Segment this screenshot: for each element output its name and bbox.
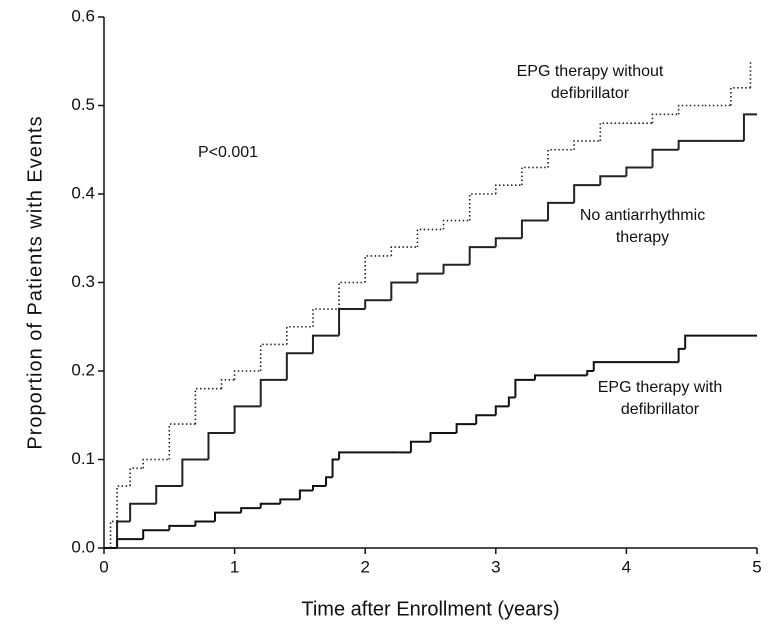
step-segment (677, 347, 686, 363)
step-segment (311, 485, 327, 491)
step-segment (142, 458, 170, 469)
step-segment (259, 378, 287, 407)
step-segment (207, 431, 235, 460)
step-segment (507, 396, 516, 407)
step-segment (325, 476, 333, 487)
step-segment (592, 361, 673, 371)
step-segment (742, 113, 757, 141)
y-tick-label: 0.6 (71, 6, 95, 25)
y-tick-label: 0.4 (71, 183, 95, 202)
step-segment (364, 299, 392, 310)
step-segment (514, 378, 535, 398)
step-segment (233, 370, 261, 380)
series-label: No antiarrhythmic therapy (579, 207, 706, 246)
x-tick-label: 1 (230, 557, 239, 576)
step-segment (416, 228, 444, 248)
step-segment (129, 467, 144, 487)
step-segment (442, 219, 470, 230)
series-label: EPG therapy without defibrillator (516, 63, 664, 102)
step-segment (109, 520, 118, 548)
step-segment (285, 352, 313, 380)
step-segment (677, 104, 705, 115)
x-tick-label: 4 (622, 557, 631, 576)
step-segment (547, 201, 575, 221)
step-segment (129, 502, 157, 522)
step-segment (599, 122, 627, 141)
y-tick-label: 0.1 (71, 449, 95, 468)
step-segment (116, 485, 131, 522)
step-segment (494, 405, 509, 416)
step-segment (586, 370, 594, 376)
step-segment (142, 529, 170, 540)
step-segment (442, 263, 470, 274)
step-segment (331, 458, 340, 478)
step-segment (547, 148, 575, 168)
step-segment (116, 538, 144, 548)
step-segment (311, 334, 340, 354)
step-segment (455, 423, 477, 433)
step-segment (155, 485, 183, 504)
step-segment (233, 405, 261, 433)
x-tick-label: 5 (752, 557, 761, 576)
x-tick-label: 2 (360, 557, 369, 576)
step-segment (220, 379, 235, 389)
step-segment (495, 184, 522, 194)
step-segment (194, 520, 216, 526)
step-segment (338, 451, 398, 460)
step-segment (259, 502, 281, 509)
step-segment (730, 87, 751, 106)
step-segment (520, 219, 549, 239)
step-segment (475, 414, 496, 425)
step-segment (684, 334, 757, 349)
step-segment (168, 524, 196, 531)
step-segment (521, 166, 549, 186)
step-segment (390, 281, 418, 301)
step-segment (298, 489, 313, 500)
step-segment (259, 343, 287, 371)
step-segment (338, 308, 366, 336)
step-segment (429, 431, 457, 442)
step-segment (194, 387, 222, 425)
step-segment (240, 507, 261, 513)
step-segment (494, 237, 522, 248)
step-segment (286, 325, 313, 345)
step-segment (468, 246, 496, 265)
step-segment (625, 166, 653, 177)
y-tick-label: 0.5 (71, 95, 95, 114)
x-axis-label: Time after Enrollment (years) (301, 598, 559, 620)
step-segment (116, 520, 131, 548)
annotation: P<0.001 (198, 144, 259, 161)
y-axis-label: Proportion of Patients with Events (24, 115, 46, 449)
step-segment (390, 246, 418, 256)
step-segment (279, 498, 300, 504)
x-tick-label: 3 (491, 557, 500, 576)
y-tick-label: 0.0 (71, 537, 95, 556)
step-segment (312, 308, 340, 327)
step-segment (677, 139, 718, 150)
step-segment (364, 255, 392, 283)
step-segment (468, 193, 496, 221)
step-segment (409, 440, 431, 453)
step-segment (168, 423, 196, 460)
step-segment (573, 140, 601, 150)
y-tick-label: 0.2 (71, 360, 95, 379)
step-segment (338, 281, 366, 310)
y-tick-label: 0.3 (71, 272, 95, 291)
x-tick-label: 0 (99, 557, 108, 576)
step-segment (599, 175, 627, 186)
step-segment (651, 148, 679, 168)
step-segment (214, 511, 242, 522)
step-segment (416, 272, 444, 283)
step-segment (181, 458, 209, 487)
step-segment (651, 113, 679, 124)
step-segment (533, 374, 588, 380)
series-label: EPG therapy with defibrillator (597, 379, 723, 418)
step-segment (573, 184, 601, 203)
